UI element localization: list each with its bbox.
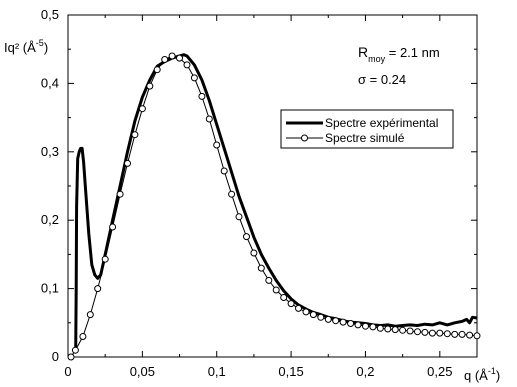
x-tick-label: 0,05 (130, 364, 155, 379)
data-point-simulated (183, 61, 191, 69)
data-point-simulated (324, 315, 332, 323)
y-tick-label: 0,1 (41, 281, 59, 296)
data-point-simulated (391, 326, 399, 334)
data-point-simulated (86, 311, 94, 319)
data-point-simulated (94, 285, 102, 293)
data-point-simulated (458, 330, 466, 338)
data-point-simulated (428, 329, 436, 337)
y-tick-label: 0,4 (41, 75, 59, 90)
data-point-simulated (376, 324, 384, 332)
legend-marker-simulated (301, 134, 308, 142)
data-point-simulated (466, 331, 474, 339)
data-point-simulated (362, 322, 369, 330)
data-point-simulated (67, 353, 75, 361)
data-point-simulated (190, 74, 198, 82)
data-point-simulated (243, 233, 250, 241)
y-axis-label: Iq² (Å-5) (4, 38, 48, 55)
tick-labels: 0 0,05 0,1 0,15 0,2 0,25 0 0,1 0,2 0,3 0,4 0,5 (41, 7, 453, 379)
data-point-simulated (443, 330, 451, 338)
data-point-simulated (287, 300, 295, 308)
data-point-simulated (369, 323, 377, 331)
axes (67, 14, 478, 358)
data-point-simulated (421, 328, 429, 336)
data-point-simulated (347, 320, 355, 327)
legend-label-experimental: Spectre expérimental (325, 116, 438, 130)
data-point-simulated (257, 264, 265, 272)
data-point-simulated (176, 54, 183, 62)
series-line-simulated (70, 55, 478, 358)
annotation-sigma: σ = 0.24 (358, 72, 406, 87)
data-point-simulated (79, 333, 87, 340)
annotation-radius: Rmoy = 2.1 nm (358, 44, 440, 64)
data-point-simulated (295, 304, 302, 312)
data-point-simulated (198, 92, 206, 100)
data-point-simulated (451, 330, 459, 338)
data-point-simulated (220, 167, 228, 175)
data-point-simulated (406, 327, 414, 335)
legend-label-simulated: Spectre simulé (325, 131, 405, 145)
data-point-simulated (436, 329, 444, 337)
x-axis-label: q (Å-1) (464, 366, 500, 383)
x-tick-label: 0,1 (208, 364, 226, 379)
series-line-experimental (74, 53, 478, 351)
data-point-simulated (153, 66, 161, 74)
series-simulated (67, 52, 481, 361)
data-point-simulated (309, 311, 317, 319)
data-point-simulated (250, 249, 258, 257)
x-tick-label: 0,25 (427, 364, 452, 379)
data-point-simulated (71, 346, 79, 354)
data-point-simulated (317, 313, 325, 321)
data-point-simulated (124, 159, 131, 167)
legend-box (280, 109, 454, 149)
series-experimental (74, 53, 478, 351)
data-point-simulated (131, 131, 139, 139)
data-point-simulated (168, 52, 176, 60)
data-point-simulated (272, 286, 280, 294)
data-point-simulated (332, 317, 340, 325)
data-point-simulated (384, 325, 392, 333)
x-tick-label: 0,2 (356, 364, 374, 379)
plot-frame (67, 14, 478, 358)
x-tick-label: 0,15 (278, 364, 303, 379)
data-point-simulated (339, 318, 347, 326)
data-point-simulated (213, 141, 221, 149)
tick-marks (67, 14, 478, 358)
data-point-simulated (302, 308, 310, 316)
x-tick-label: 0 (64, 364, 71, 379)
data-point-simulated (146, 82, 154, 90)
data-point-simulated (399, 326, 407, 334)
data-point-simulated (116, 190, 124, 198)
data-point-simulated (280, 294, 288, 301)
data-point-simulated (205, 115, 213, 123)
data-point-simulated (101, 255, 109, 263)
data-point-simulated (109, 223, 117, 231)
y-tick-label: 0,2 (41, 212, 59, 227)
data-point-simulated (473, 332, 481, 340)
data-point-simulated (161, 56, 169, 63)
y-tick-label: 0 (52, 349, 59, 364)
data-point-simulated (235, 213, 243, 221)
y-tick-label: 0,3 (41, 144, 59, 159)
data-point-simulated (138, 105, 146, 113)
data-point-simulated (354, 321, 362, 329)
data-point-simulated (265, 276, 273, 284)
data-point-simulated (414, 328, 421, 336)
data-point-simulated (228, 190, 236, 198)
y-tick-label: 0,5 (41, 7, 59, 22)
legend: Spectre expérimental Spectre simulé (280, 109, 454, 149)
